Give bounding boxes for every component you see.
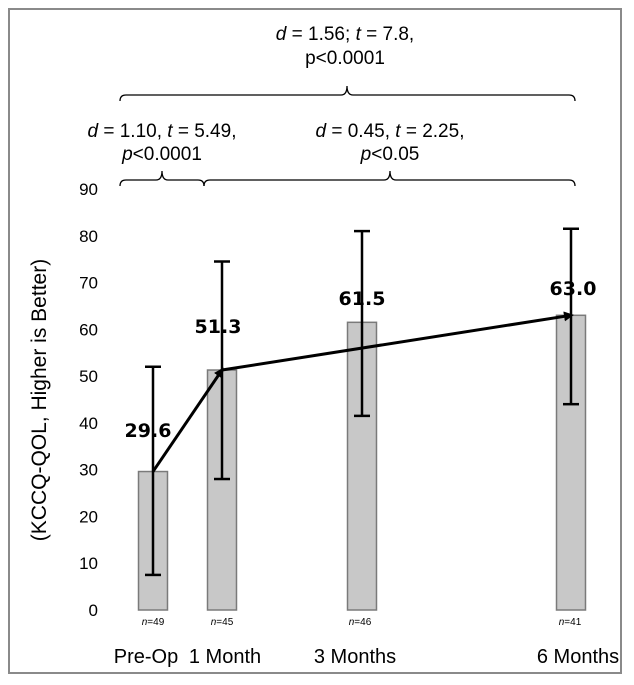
significance-label: d = 0.45, t = 2.25, (316, 121, 465, 142)
sample-size-label: n=45 (211, 617, 234, 628)
y-tick-label: 50 (79, 367, 98, 386)
y-tick-label: 80 (79, 227, 98, 246)
y-tick-label: 40 (79, 414, 98, 433)
data-label: 29.6 (125, 420, 172, 442)
sample-size-label: n=46 (349, 617, 372, 628)
significance-label: d = 1.10, t = 5.49, (88, 121, 237, 142)
significance-bracket (119, 85, 576, 102)
significance-label: p<0.0001 (305, 48, 385, 69)
data-label: 61.5 (339, 288, 386, 310)
y-tick-label: 20 (79, 507, 98, 526)
data-label: 63.0 (550, 278, 597, 300)
trend-arrow (221, 311, 574, 372)
y-tick-label: 0 (89, 601, 98, 620)
x-category-label: 1 Month (189, 646, 261, 668)
y-axis-label: (KCCQ-QOL, Higher is Better) (28, 259, 51, 541)
significance-label: p<0.05 (360, 144, 420, 165)
x-category-label: Pre-Op (114, 646, 178, 668)
x-category-label: 6 Months (537, 646, 619, 668)
significance-label: d = 1.56; t = 7.8, (276, 24, 414, 45)
sample-size-label: n=49 (142, 617, 165, 628)
significance-bracket (203, 170, 576, 187)
y-tick-label: 30 (79, 461, 98, 480)
data-label: 51.3 (195, 316, 242, 338)
y-tick-label: 10 (79, 554, 98, 573)
chart-frame (8, 8, 622, 674)
y-tick-label: 60 (79, 320, 98, 339)
significance-label: p<0.0001 (121, 144, 202, 165)
sample-size-label: n=41 (559, 617, 582, 628)
y-tick-label: 70 (79, 274, 98, 293)
trend-arrow (151, 367, 224, 473)
y-tick-label: 90 (79, 180, 98, 199)
significance-bracket (119, 170, 205, 187)
x-category-label: 3 Months (314, 646, 396, 668)
